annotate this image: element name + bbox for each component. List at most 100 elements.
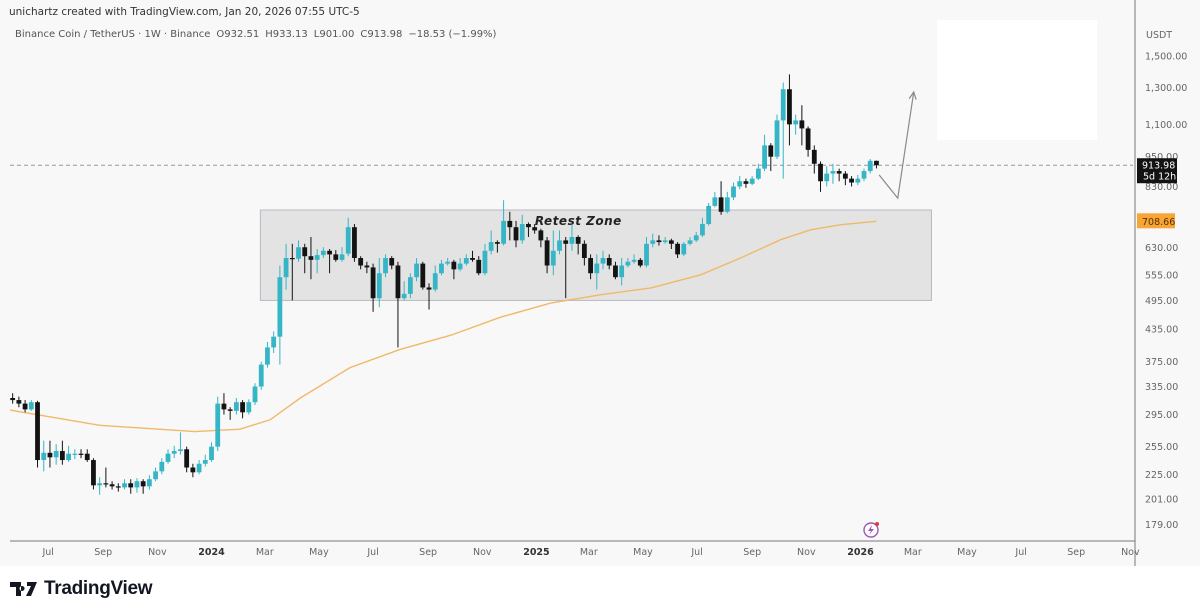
candle[interactable] bbox=[202, 454, 208, 467]
candle[interactable] bbox=[538, 228, 544, 248]
candle[interactable] bbox=[35, 400, 40, 468]
candle[interactable] bbox=[140, 479, 146, 494]
candle[interactable] bbox=[383, 254, 388, 278]
candle[interactable] bbox=[594, 254, 600, 290]
candle[interactable] bbox=[146, 475, 152, 490]
candle[interactable] bbox=[134, 478, 140, 493]
candle[interactable] bbox=[445, 258, 451, 266]
candle[interactable] bbox=[867, 159, 873, 174]
candle[interactable] bbox=[72, 449, 78, 460]
candle[interactable] bbox=[799, 105, 805, 146]
candle[interactable] bbox=[209, 442, 214, 462]
candle[interactable] bbox=[588, 254, 593, 280]
candle[interactable] bbox=[494, 240, 500, 253]
candle[interactable] bbox=[650, 233, 656, 248]
candle[interactable] bbox=[352, 224, 357, 262]
candle[interactable] bbox=[314, 249, 320, 274]
candle[interactable] bbox=[296, 240, 301, 262]
candle[interactable] bbox=[581, 240, 587, 266]
candle[interactable] bbox=[190, 463, 196, 478]
candle[interactable] bbox=[407, 273, 413, 299]
candle[interactable] bbox=[668, 238, 674, 250]
candle[interactable] bbox=[731, 182, 736, 201]
candle[interactable] bbox=[376, 258, 382, 308]
candle[interactable] bbox=[196, 460, 202, 475]
candle[interactable] bbox=[488, 230, 494, 255]
candle[interactable] bbox=[662, 237, 668, 244]
candle[interactable] bbox=[743, 178, 749, 188]
candle[interactable] bbox=[246, 399, 252, 415]
candle[interactable] bbox=[265, 341, 270, 368]
candle[interactable] bbox=[289, 243, 295, 301]
candle[interactable] bbox=[818, 161, 823, 192]
candle[interactable] bbox=[712, 191, 718, 208]
candle[interactable] bbox=[774, 114, 780, 160]
candle[interactable] bbox=[706, 203, 712, 226]
candle[interactable] bbox=[849, 176, 854, 187]
candle[interactable] bbox=[395, 261, 401, 348]
candle[interactable] bbox=[749, 176, 755, 186]
candle[interactable] bbox=[333, 250, 339, 262]
candle[interactable] bbox=[675, 242, 680, 259]
candle[interactable] bbox=[513, 220, 519, 248]
candle[interactable] bbox=[755, 163, 761, 180]
candle[interactable] bbox=[308, 237, 314, 280]
candle[interactable] bbox=[787, 74, 792, 146]
candle[interactable] bbox=[277, 265, 283, 365]
candle[interactable] bbox=[364, 261, 370, 274]
candle[interactable] bbox=[432, 265, 438, 292]
candle[interactable] bbox=[619, 258, 625, 286]
candle[interactable] bbox=[693, 232, 699, 243]
candle[interactable] bbox=[532, 224, 538, 234]
candle[interactable] bbox=[59, 440, 65, 465]
candle[interactable] bbox=[507, 211, 513, 241]
candle[interactable] bbox=[681, 242, 687, 257]
candle[interactable] bbox=[84, 449, 90, 462]
candle[interactable] bbox=[115, 483, 121, 492]
symbol-name[interactable]: Binance Coin / TetherUS · 1W · Binance bbox=[15, 29, 211, 40]
candle[interactable] bbox=[501, 200, 506, 246]
candle[interactable] bbox=[370, 263, 376, 312]
candle[interactable] bbox=[700, 217, 705, 238]
candle[interactable] bbox=[184, 446, 190, 473]
candle[interactable] bbox=[159, 458, 165, 475]
candle[interactable] bbox=[28, 400, 34, 411]
candle[interactable] bbox=[221, 393, 227, 415]
candle[interactable] bbox=[613, 261, 618, 280]
candle[interactable] bbox=[153, 467, 158, 482]
candle[interactable] bbox=[339, 247, 345, 262]
candle[interactable] bbox=[171, 445, 177, 459]
candle[interactable] bbox=[830, 163, 836, 184]
candle[interactable] bbox=[569, 224, 575, 251]
candle[interactable] bbox=[836, 168, 842, 182]
candle[interactable] bbox=[22, 400, 28, 413]
candle[interactable] bbox=[861, 168, 867, 182]
candle[interactable] bbox=[855, 174, 861, 186]
tradingview-logo[interactable]: TradingView bbox=[10, 578, 153, 600]
candle[interactable] bbox=[600, 250, 606, 270]
candle[interactable] bbox=[625, 258, 631, 268]
candle[interactable] bbox=[476, 256, 482, 276]
candle[interactable] bbox=[439, 259, 444, 276]
candle[interactable] bbox=[463, 254, 469, 266]
candle[interactable] bbox=[470, 250, 475, 262]
candle[interactable] bbox=[656, 235, 662, 246]
candle[interactable] bbox=[811, 145, 817, 174]
candle[interactable] bbox=[227, 407, 233, 420]
candle[interactable] bbox=[252, 383, 258, 406]
candle[interactable] bbox=[426, 283, 432, 310]
candle[interactable] bbox=[165, 449, 171, 464]
candle[interactable] bbox=[482, 243, 488, 276]
candle[interactable] bbox=[327, 249, 332, 274]
candle[interactable] bbox=[302, 243, 308, 274]
candle[interactable] bbox=[122, 479, 127, 490]
candle[interactable] bbox=[637, 258, 643, 268]
candle[interactable] bbox=[103, 467, 109, 488]
candle[interactable] bbox=[16, 396, 22, 408]
candle[interactable] bbox=[687, 237, 693, 246]
candle[interactable] bbox=[631, 254, 637, 264]
candle[interactable] bbox=[544, 237, 550, 274]
candle[interactable] bbox=[240, 400, 245, 419]
candle[interactable] bbox=[780, 82, 786, 179]
